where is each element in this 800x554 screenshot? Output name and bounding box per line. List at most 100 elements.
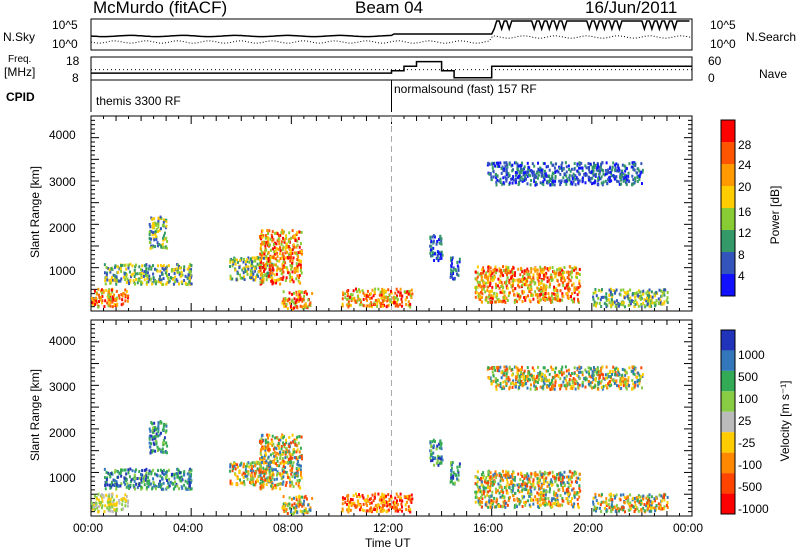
velocity-echo-cell	[488, 477, 491, 481]
power-echo-cell	[526, 174, 529, 178]
velocity-echo-cell	[578, 486, 581, 490]
velocity-echo-cell	[299, 468, 302, 472]
velocity-echo-cell	[495, 500, 498, 504]
power-echo-cell	[500, 285, 503, 289]
velocity-echo-cell	[286, 504, 289, 508]
velocity-echo-cell	[605, 376, 608, 380]
power-echo-cell	[167, 280, 170, 284]
velocity-echo-cell	[142, 479, 145, 483]
velocity-echo-cell	[276, 443, 279, 447]
power-echo-cell	[539, 294, 542, 298]
power-echo-cell	[366, 289, 369, 293]
power-echo-cell	[592, 169, 595, 173]
power-echo-cell	[500, 280, 503, 284]
power-echo-cell	[432, 234, 435, 238]
power-echo-cell	[269, 275, 272, 279]
power-echo-cell	[528, 287, 531, 291]
velocity-echo-cell	[292, 461, 295, 465]
velocity-echo-cell	[492, 379, 495, 383]
power-echo-cell	[247, 256, 250, 260]
velocity-echo-cell	[496, 369, 499, 373]
velocity-echo-cell	[229, 479, 232, 483]
velocity-echo-cell	[285, 447, 288, 451]
power-echo-cell	[497, 277, 500, 281]
velocity-echo-cell	[344, 497, 347, 501]
power-echo-cell	[189, 272, 192, 276]
power-echo-cell	[293, 267, 296, 271]
velocity-echo-cell	[561, 475, 564, 479]
velocity-echo-cell	[560, 370, 563, 374]
velocity-echo-cell	[569, 477, 572, 481]
velocity-echo-cell	[118, 501, 121, 505]
power-echo-cell	[510, 268, 513, 272]
power-echo-cell	[145, 269, 148, 273]
velocity-echo-cell	[297, 467, 300, 471]
power-echo-cell	[280, 256, 283, 260]
velocity-echo-cell	[573, 470, 576, 474]
power-echo-cell	[438, 241, 441, 245]
power-echo-cell	[148, 222, 151, 226]
power-echo-cell	[486, 278, 489, 282]
velocity-echo-cell	[295, 450, 298, 454]
power-echo-cell	[564, 161, 567, 165]
power-echo-cell	[150, 267, 153, 271]
power-echo-cell	[430, 239, 433, 243]
velocity-echo-cell	[550, 478, 553, 482]
power-echo-cell	[382, 295, 385, 299]
power-echo-cell	[291, 275, 294, 279]
power-echo-cell	[165, 224, 168, 228]
power-echo-cell	[275, 242, 278, 246]
velocity-colorbar-segment	[721, 391, 735, 412]
velocity-echo-cell	[271, 440, 274, 444]
velocity-echo-cell	[477, 488, 480, 492]
power-echo-cell	[127, 263, 130, 267]
power-echo-cell	[261, 240, 264, 244]
power-echo-cell	[295, 266, 298, 270]
velocity-echo-cell	[604, 384, 607, 388]
velocity-echo-cell	[311, 496, 314, 500]
velocity-echo-cell	[536, 498, 539, 502]
velocity-echo-cell	[450, 475, 453, 479]
power-echo-cell	[252, 272, 255, 276]
power-echo-cell	[577, 286, 580, 290]
velocity-echo-cell	[440, 443, 443, 447]
velocity-echo-cell	[148, 435, 151, 439]
power-echo-cell	[371, 288, 374, 292]
velocity-echo-cell	[508, 485, 511, 489]
power-echo-cell	[520, 161, 523, 165]
power-echo-cell	[347, 303, 350, 307]
power-echo-cell	[106, 278, 109, 282]
power-echo-cell	[568, 175, 571, 179]
velocity-echo-cell	[109, 497, 112, 501]
velocity-echo-cell	[563, 475, 566, 479]
power-echo-cell	[281, 277, 284, 281]
power-echo-cell	[485, 276, 488, 280]
velocity-echo-cell	[291, 482, 294, 486]
velocity-echo-cell	[188, 470, 191, 474]
power-echo-cell	[534, 175, 537, 179]
velocity-echo-cell	[346, 502, 349, 506]
power-echo-cell	[525, 283, 528, 287]
velocity-colorbar-segment	[721, 330, 735, 351]
velocity-echo-cell	[486, 483, 489, 487]
power-echo-cell	[569, 295, 572, 299]
velocity-echo-cell	[297, 459, 300, 463]
velocity-echo-cell	[553, 474, 556, 478]
power-echo-cell	[178, 266, 181, 270]
velocity-echo-cell	[180, 479, 183, 483]
velocity-echo-cell	[106, 483, 109, 487]
power-echo-cell	[275, 268, 278, 272]
velocity-echo-cell	[268, 472, 271, 476]
velocity-echo-cell	[190, 468, 193, 472]
velocity-echo-cell	[347, 493, 350, 497]
velocity-echo-cell	[514, 375, 517, 379]
power-echo-cell	[153, 224, 156, 228]
power-echo-cell	[122, 302, 125, 306]
velocity-echo-cell	[517, 485, 520, 489]
velocity-echo-cell	[286, 460, 289, 464]
power-echo-cell	[429, 251, 432, 255]
power-echo-cell	[526, 182, 529, 186]
velocity-echo-cell	[267, 443, 270, 447]
velocity-echo-cell	[621, 377, 624, 381]
velocity-echo-cell	[109, 502, 112, 506]
